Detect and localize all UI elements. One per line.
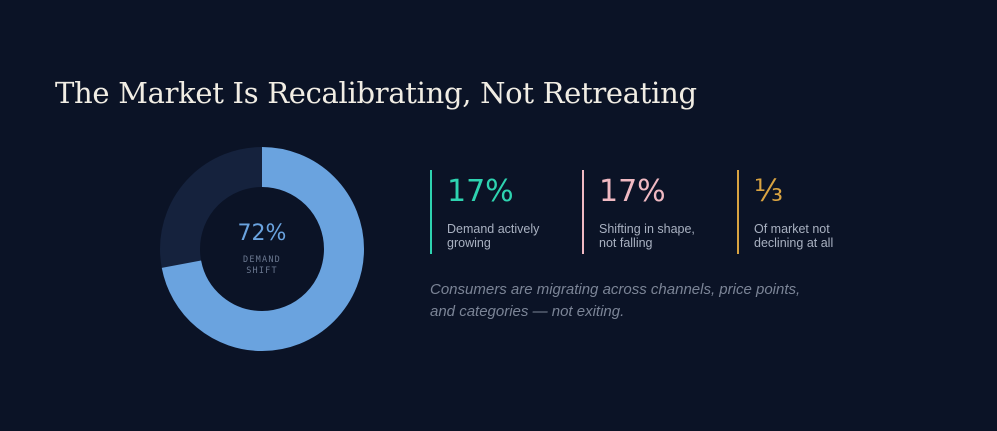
stat-value: 17% (599, 174, 666, 209)
donut-arc (160, 147, 364, 351)
donut-label-line1: DEMAND (243, 255, 281, 265)
stat-description-line1: Shifting in shape, (599, 222, 695, 236)
stat-description: Demand actively growing (447, 222, 572, 250)
stat-description-line2: not falling (599, 236, 653, 250)
stat-description: Of market not declining at all (754, 222, 879, 250)
summary-note: Consumers are migrating across channels,… (430, 279, 910, 323)
stat-description-line2: growing (447, 236, 491, 250)
donut-label-line2: SHIFT (246, 266, 278, 276)
stat-description-line2: declining at all (754, 236, 834, 250)
stat-demand-growing: 17% Demand actively growing (430, 170, 580, 254)
stat-description: Shifting in shape, not falling (599, 222, 724, 250)
donut-center: 72% DEMAND SHIFT (158, 145, 366, 353)
stat-value: 17% (447, 174, 514, 209)
donut-svg (160, 147, 364, 351)
donut-value: 72% (237, 221, 287, 246)
donut-chart: 72% DEMAND SHIFT (158, 145, 366, 353)
stat-description-line1: Of market not (754, 222, 830, 236)
stat-value: ⅓ (754, 174, 784, 209)
summary-note-line1: Consumers are migrating across channels,… (430, 281, 801, 298)
page-title: The Market Is Recalibrating, Not Retreat… (55, 76, 697, 110)
stat-not-declining: ⅓ Of market not declining at all (737, 170, 887, 254)
donut-label: DEMAND SHIFT (232, 255, 292, 277)
summary-note-line2: and categories — not exiting. (430, 303, 625, 320)
stat-description-line1: Demand actively (447, 222, 540, 236)
stat-shifting-shape: 17% Shifting in shape, not falling (582, 170, 732, 254)
